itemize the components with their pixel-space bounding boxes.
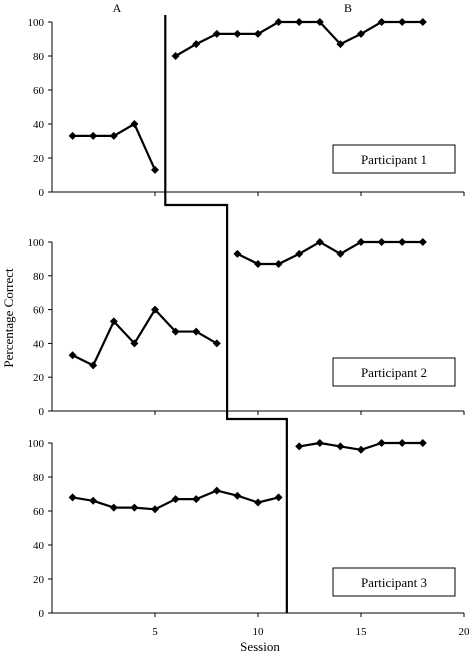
participant-label-2: Participant 2 <box>361 365 427 380</box>
participant-box-2 <box>332 357 456 387</box>
participant-box-3 <box>332 567 456 597</box>
y-axis-title: Percentage Correct <box>1 268 16 368</box>
y-tick-label-panel-3: 40 <box>33 540 45 552</box>
intervention-point-panel-1 <box>254 29 262 38</box>
baseline-point-panel-2 <box>171 327 180 336</box>
intervention-point-panel-3 <box>357 445 365 454</box>
intervention-point-panel-1 <box>295 18 304 26</box>
baseline-point-panel-2 <box>212 339 221 348</box>
y-tick-label-panel-2: 60 <box>33 305 45 317</box>
baseline-point-panel-3 <box>192 495 201 504</box>
y-tick-label-panel-1: 40 <box>33 119 45 131</box>
intervention-point-panel-3 <box>418 439 427 447</box>
intervention-point-panel-1 <box>336 40 345 49</box>
x-tick-label: 15 <box>356 626 368 638</box>
baseline-point-panel-3 <box>89 496 98 505</box>
intervention-point-panel-3 <box>398 439 407 447</box>
baseline-point-panel-2 <box>109 317 118 326</box>
baseline-point-panel-2 <box>192 327 201 336</box>
y-tick-label-panel-2: 100 <box>28 237 45 249</box>
intervention-point-panel-1 <box>357 29 365 38</box>
intervention-line-panel-2 <box>236 240 423 266</box>
intervention-point-panel-3 <box>295 442 304 451</box>
intervention-point-panel-1 <box>398 18 407 26</box>
intervention-point-panel-1 <box>171 52 180 60</box>
intervention-point-panel-2 <box>274 259 283 268</box>
participant-box-1 <box>332 144 456 174</box>
baseline-point-panel-1 <box>68 131 77 140</box>
x-tick-label: 10 <box>253 626 265 638</box>
intervention-point-panel-2 <box>398 238 407 246</box>
baseline-point-panel-2 <box>130 339 139 348</box>
baseline-point-panel-1 <box>89 131 98 140</box>
y-tick-label-panel-1: 20 <box>33 153 45 165</box>
y-tick-label-panel-1: 60 <box>33 85 45 97</box>
phase-label-b: B <box>344 1 352 15</box>
intervention-point-panel-2 <box>233 249 242 258</box>
intervention-point-panel-2 <box>315 238 324 246</box>
baseline-point-panel-1 <box>130 120 139 128</box>
participant-label-3: Participant 3 <box>361 575 427 590</box>
intervention-point-panel-1 <box>233 29 242 38</box>
baseline-point-panel-3 <box>151 505 159 514</box>
participant-label-1: Participant 1 <box>361 152 427 167</box>
baseline-line-panel-2 <box>72 308 218 367</box>
baseline-point-panel-1 <box>151 165 159 174</box>
baseline-point-panel-3 <box>233 491 242 500</box>
y-tick-label-panel-2: 80 <box>33 271 45 283</box>
intervention-point-panel-1 <box>315 18 324 26</box>
y-tick-label-panel-3: 100 <box>28 438 45 450</box>
intervention-point-panel-1 <box>418 18 427 26</box>
intervention-point-panel-2 <box>418 238 427 246</box>
intervention-point-panel-2 <box>357 238 365 246</box>
baseline-point-panel-3 <box>254 498 262 507</box>
baseline-point-panel-3 <box>109 503 118 512</box>
y-tick-label-panel-1: 100 <box>28 17 45 29</box>
x-tick-label: 5 <box>152 626 158 638</box>
intervention-point-panel-1 <box>212 29 221 38</box>
baseline-point-panel-3 <box>130 503 139 512</box>
x-tick-label: 20 <box>459 626 471 638</box>
intervention-point-panel-3 <box>315 439 324 447</box>
y-tick-label-panel-2: 40 <box>33 338 45 350</box>
intervention-point-panel-2 <box>377 238 386 246</box>
phase-change-line <box>164 15 288 613</box>
intervention-point-panel-1 <box>377 18 386 26</box>
intervention-point-panel-2 <box>295 249 304 258</box>
y-tick-label-panel-3: 0 <box>39 608 45 620</box>
intervention-line-panel-1 <box>175 20 423 57</box>
baseline-line-panel-1 <box>72 122 157 171</box>
baseline-point-panel-3 <box>171 495 180 504</box>
y-tick-label-panel-2: 0 <box>39 406 45 418</box>
intervention-point-panel-2 <box>254 259 262 268</box>
intervention-point-panel-1 <box>274 18 283 26</box>
baseline-point-panel-2 <box>68 351 77 360</box>
y-tick-label-panel-3: 20 <box>33 574 45 586</box>
baseline-point-panel-3 <box>212 486 221 495</box>
baseline-point-panel-2 <box>89 361 98 370</box>
y-tick-label-panel-1: 0 <box>39 187 45 199</box>
baseline-point-panel-3 <box>274 493 283 502</box>
y-tick-label-panel-1: 80 <box>33 51 45 63</box>
intervention-point-panel-2 <box>336 249 345 258</box>
intervention-point-panel-1 <box>192 40 201 49</box>
baseline-point-panel-3 <box>68 493 77 502</box>
baseline-point-panel-2 <box>151 305 159 314</box>
intervention-point-panel-3 <box>336 442 345 451</box>
phase-label-a: A <box>113 1 122 15</box>
y-tick-label-panel-3: 60 <box>33 506 45 518</box>
y-tick-label-panel-2: 20 <box>33 372 45 384</box>
intervention-point-panel-3 <box>377 439 386 447</box>
baseline-point-panel-1 <box>109 131 118 140</box>
y-tick-label-panel-3: 80 <box>33 472 45 484</box>
x-axis-title: Session <box>240 639 280 654</box>
